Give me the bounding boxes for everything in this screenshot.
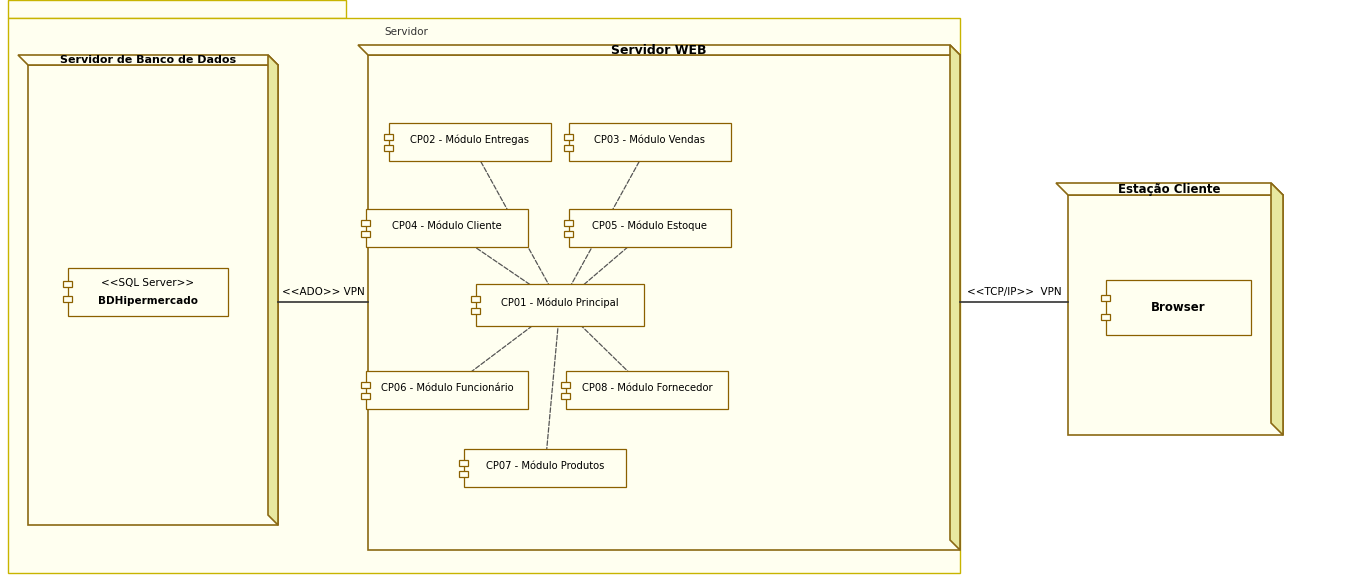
Polygon shape bbox=[366, 209, 527, 247]
Polygon shape bbox=[389, 123, 551, 161]
Polygon shape bbox=[564, 231, 574, 237]
Text: CP03 - Módulo Vendas: CP03 - Módulo Vendas bbox=[594, 135, 705, 145]
Text: Servidor: Servidor bbox=[384, 27, 428, 37]
Polygon shape bbox=[358, 45, 960, 55]
Polygon shape bbox=[1271, 183, 1283, 435]
Polygon shape bbox=[384, 134, 393, 140]
Polygon shape bbox=[476, 284, 644, 326]
Polygon shape bbox=[458, 460, 468, 465]
Polygon shape bbox=[564, 145, 574, 151]
Polygon shape bbox=[8, 18, 960, 573]
Polygon shape bbox=[1101, 296, 1111, 301]
Polygon shape bbox=[361, 381, 370, 388]
Polygon shape bbox=[561, 381, 570, 388]
Polygon shape bbox=[564, 220, 574, 225]
Text: CP05 - Módulo Estoque: CP05 - Módulo Estoque bbox=[593, 221, 708, 231]
Polygon shape bbox=[464, 449, 626, 487]
Polygon shape bbox=[361, 393, 370, 399]
Polygon shape bbox=[62, 281, 72, 287]
Polygon shape bbox=[62, 296, 72, 302]
Polygon shape bbox=[1056, 183, 1283, 195]
Text: CP02 - Módulo Entregas: CP02 - Módulo Entregas bbox=[411, 135, 529, 145]
Text: CP04 - Módulo Cliente: CP04 - Módulo Cliente bbox=[392, 221, 502, 231]
Polygon shape bbox=[361, 220, 370, 225]
Polygon shape bbox=[471, 296, 480, 302]
Polygon shape bbox=[561, 393, 570, 399]
Polygon shape bbox=[565, 371, 728, 409]
Polygon shape bbox=[1069, 195, 1283, 435]
Text: CP07 - Módulo Produtos: CP07 - Módulo Produtos bbox=[485, 461, 605, 471]
Polygon shape bbox=[570, 123, 731, 161]
Text: Servidor WEB: Servidor WEB bbox=[612, 43, 706, 57]
Text: Servidor de Banco de Dados: Servidor de Banco de Dados bbox=[60, 55, 236, 65]
Polygon shape bbox=[564, 134, 574, 140]
Polygon shape bbox=[384, 145, 393, 151]
Polygon shape bbox=[361, 231, 370, 237]
Polygon shape bbox=[458, 471, 468, 477]
Polygon shape bbox=[367, 55, 960, 550]
Polygon shape bbox=[471, 308, 480, 314]
Text: Estação Cliente: Estação Cliente bbox=[1119, 182, 1220, 196]
Text: CP08 - Módulo Fornecedor: CP08 - Módulo Fornecedor bbox=[582, 383, 712, 393]
Polygon shape bbox=[18, 55, 278, 65]
Text: <<TCP/IP>>  VPN: <<TCP/IP>> VPN bbox=[967, 287, 1062, 297]
Text: CP06 - Módulo Funcionário: CP06 - Módulo Funcionário bbox=[381, 383, 514, 393]
Text: BDHipermercado: BDHipermercado bbox=[98, 296, 198, 305]
Polygon shape bbox=[366, 371, 527, 409]
Polygon shape bbox=[8, 0, 346, 18]
Text: <<SQL Server>>: <<SQL Server>> bbox=[102, 279, 194, 288]
Text: CP01 - Módulo Principal: CP01 - Módulo Principal bbox=[502, 298, 618, 308]
Text: <<ADO>> VPN: <<ADO>> VPN bbox=[282, 287, 365, 297]
Polygon shape bbox=[1106, 280, 1252, 335]
Polygon shape bbox=[951, 45, 960, 550]
Polygon shape bbox=[68, 268, 228, 316]
Text: Browser: Browser bbox=[1151, 301, 1205, 314]
Polygon shape bbox=[28, 65, 278, 525]
Polygon shape bbox=[268, 55, 278, 525]
Polygon shape bbox=[1101, 314, 1111, 320]
Polygon shape bbox=[570, 209, 731, 247]
